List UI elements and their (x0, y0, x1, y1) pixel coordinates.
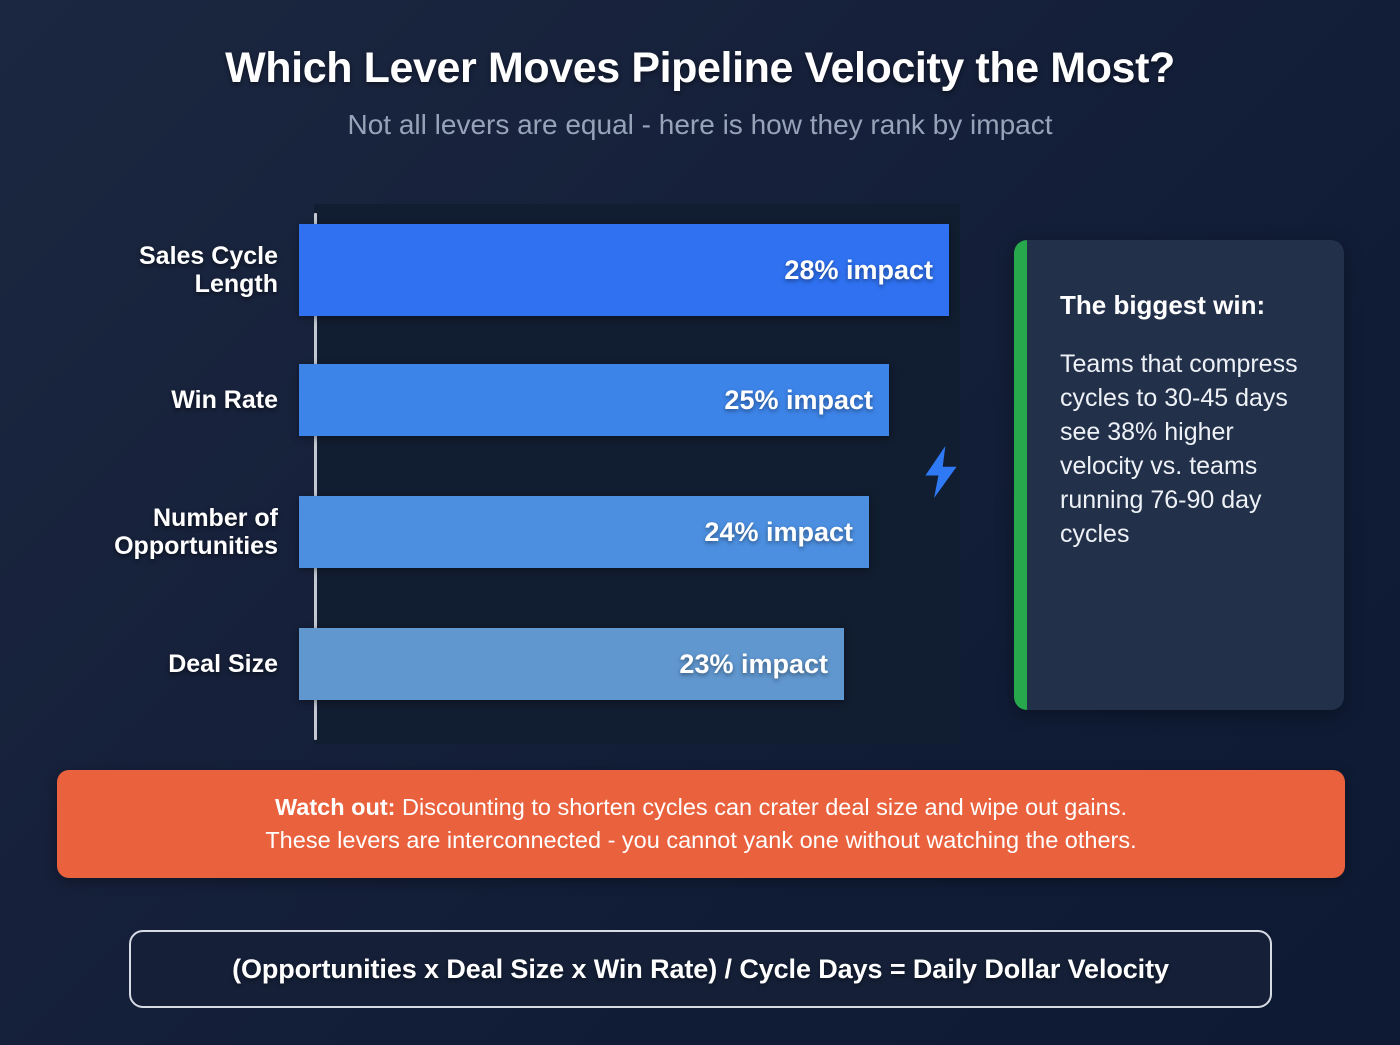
bar-row: Deal Size 23% impact (60, 628, 960, 700)
warning-line-1: Discounting to shorten cycles can crater… (395, 793, 1128, 820)
header: Which Lever Moves Pipeline Velocity the … (0, 0, 1400, 142)
impact-bar-chart: Sales Cycle Length 28% impact Win Rate 2… (60, 196, 960, 756)
bar-value-label: 23% impact (679, 648, 828, 679)
lightning-bolt-icon (925, 446, 957, 498)
callout-text: Teams that compress cycles to 30-45 days… (1060, 350, 1298, 549)
bar-sales-cycle-length: 28% impact (299, 224, 949, 316)
callout-body: The biggest win: Teams that compress cyc… (1060, 290, 1322, 551)
warning-banner: Watch out: Discounting to shorten cycles… (57, 770, 1345, 878)
content-region: Sales Cycle Length 28% impact Win Rate 2… (0, 196, 1400, 756)
bar-row: Sales Cycle Length 28% impact (60, 224, 960, 316)
warning-lead: Watch out: (274, 793, 396, 820)
bar-value-label: 24% impact (704, 516, 853, 547)
bar-category-label: Number of Opportunities (114, 503, 278, 561)
bar-category-label: Sales Cycle Length (139, 241, 278, 299)
page-subtitle: Not all levers are equal - here is how t… (347, 109, 1053, 141)
callout-heading: The biggest win: (1060, 290, 1266, 320)
bar-deal-size: 23% impact (299, 628, 844, 700)
bar-category-label: Win Rate (171, 385, 278, 414)
bar-track: 23% impact (296, 628, 960, 700)
formula-text: (Opportunities x Deal Size x Win Rate) /… (232, 953, 1169, 984)
bar-track: 25% impact (296, 364, 960, 436)
bar-row: Number of Opportunities 24% impact (60, 496, 960, 568)
biggest-win-callout-card: The biggest win: Teams that compress cyc… (1014, 240, 1344, 710)
bar-number-of-opportunities: 24% impact (299, 496, 869, 568)
warning-text: Watch out: Discounting to shorten cycles… (265, 791, 1136, 858)
callout-accent-bar (1014, 240, 1027, 710)
warning-line-2: These levers are interconnected - you ca… (265, 827, 1137, 853)
bar-value-label: 25% impact (724, 384, 873, 415)
y-axis-line (314, 213, 317, 740)
bar-track: 24% impact (296, 496, 960, 568)
bar-category-label: Deal Size (168, 649, 278, 678)
bar-value-label: 28% impact (784, 254, 933, 285)
bar-row: Win Rate 25% impact (60, 364, 960, 436)
formula-box: (Opportunities x Deal Size x Win Rate) /… (129, 930, 1272, 1008)
page-title: Which Lever Moves Pipeline Velocity the … (225, 44, 1175, 92)
bar-win-rate: 25% impact (299, 364, 889, 436)
bar-track: 28% impact (296, 224, 960, 316)
